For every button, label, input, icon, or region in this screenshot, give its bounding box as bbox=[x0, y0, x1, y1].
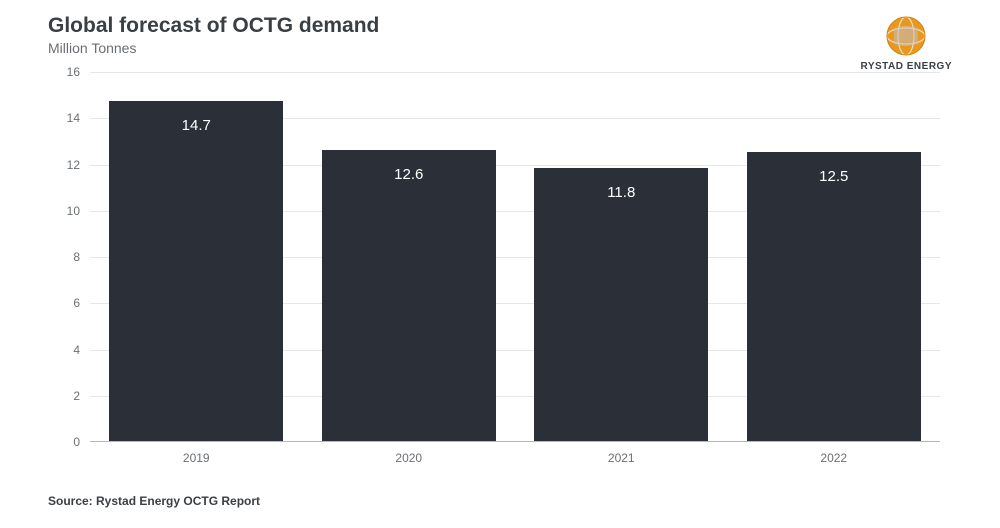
y-tick-label: 0 bbox=[73, 435, 90, 449]
x-tick-label: 2019 bbox=[90, 441, 303, 465]
source-label: Source: Rystad Energy OCTG Report bbox=[48, 494, 260, 508]
bar-slot: 11.82021 bbox=[515, 72, 728, 441]
y-tick-label: 10 bbox=[67, 204, 90, 218]
x-tick-label: 2021 bbox=[515, 441, 728, 465]
y-tick-label: 6 bbox=[73, 296, 90, 310]
chart-title: Global forecast of OCTG demand bbox=[48, 14, 952, 38]
bar: 12.6 bbox=[322, 150, 496, 441]
bar: 14.7 bbox=[109, 101, 283, 441]
bar-value-label: 14.7 bbox=[109, 117, 283, 134]
chart-subtitle: Million Tonnes bbox=[48, 40, 952, 56]
bar-slot: 12.62020 bbox=[303, 72, 516, 441]
plot-area: 14.7201912.6202011.8202112.52022 bbox=[90, 72, 940, 442]
y-tick-label: 12 bbox=[67, 158, 90, 172]
bar: 12.5 bbox=[747, 152, 921, 441]
bar-value-label: 11.8 bbox=[534, 184, 708, 201]
x-tick-label: 2020 bbox=[303, 441, 516, 465]
y-tick-label: 4 bbox=[73, 343, 90, 357]
y-tick-label: 16 bbox=[67, 65, 90, 79]
bar-slot: 12.52022 bbox=[728, 72, 941, 441]
brand-name: RYSTAD ENERGY bbox=[860, 61, 952, 72]
x-tick-label: 2022 bbox=[728, 441, 941, 465]
y-tick-label: 2 bbox=[73, 389, 90, 403]
bar-value-label: 12.5 bbox=[747, 168, 921, 185]
bar-value-label: 12.6 bbox=[322, 166, 496, 183]
bar-slot: 14.72019 bbox=[90, 72, 303, 441]
brand-logo: RYSTAD ENERGY bbox=[860, 14, 952, 72]
y-tick-label: 14 bbox=[67, 111, 90, 125]
bar: 11.8 bbox=[534, 168, 708, 441]
bar-chart: 14.7201912.6202011.8202112.52022 0246810… bbox=[90, 72, 940, 442]
y-tick-label: 8 bbox=[73, 250, 90, 264]
globe-icon bbox=[884, 14, 928, 58]
